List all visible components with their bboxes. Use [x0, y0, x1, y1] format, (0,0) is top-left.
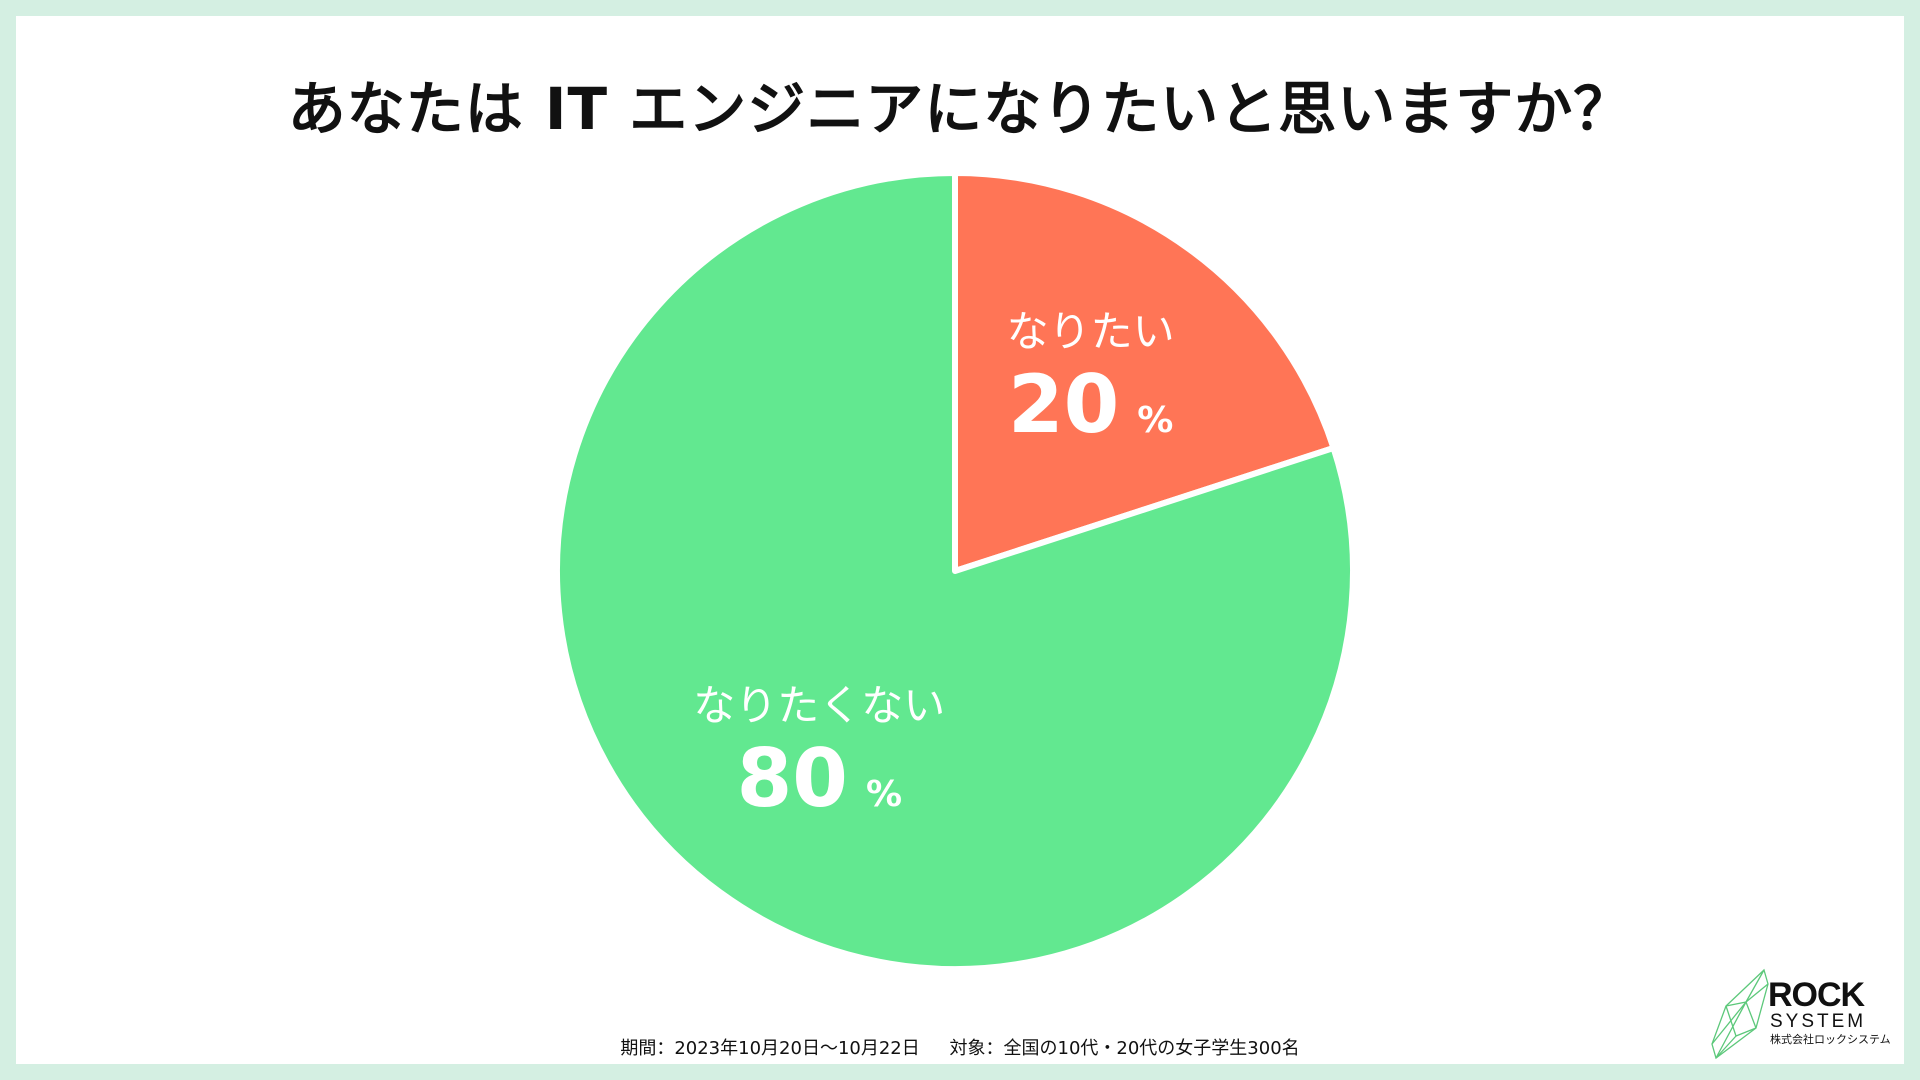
survey-period: 期間：2023年10月20日〜10月22日	[620, 1038, 920, 1059]
pie-slice-value-0: 20%	[1008, 358, 1173, 451]
rock-system-logo: ROCK SYSTEM 株式会社ロックシステム	[1706, 966, 1901, 1062]
pie-slices	[554, 170, 1356, 972]
survey-target: 対象：全国の10代・20代の女子学生300名	[949, 1038, 1300, 1059]
pie-slice-label-1: なりたくない	[693, 681, 945, 730]
pie-slice-value-1: 80%	[737, 732, 902, 825]
pie-slice-label-0: なりたい	[1007, 307, 1175, 356]
pie-slice-1	[554, 170, 1356, 972]
chart-title: あなたは IT エンジニアになりたいと思いますか？	[287, 75, 1633, 143]
survey-footnote: 期間：2023年10月20日〜10月22日 対象：全国の10代・20代の女子学生…	[16, 1034, 1904, 1060]
logo-text-sub: SYSTEM	[1770, 1011, 1867, 1032]
slide: あなたは IT エンジニアになりたいと思いますか？ なりたい 20% なりたくない 8…	[16, 16, 1904, 1064]
logo-company-name: 株式会社ロックシステム	[1770, 1033, 1891, 1046]
logo-text-main: ROCK	[1768, 976, 1865, 1014]
pie-slice-0	[952, 170, 1337, 574]
leaf-crystal-icon	[1711, 968, 1769, 1060]
